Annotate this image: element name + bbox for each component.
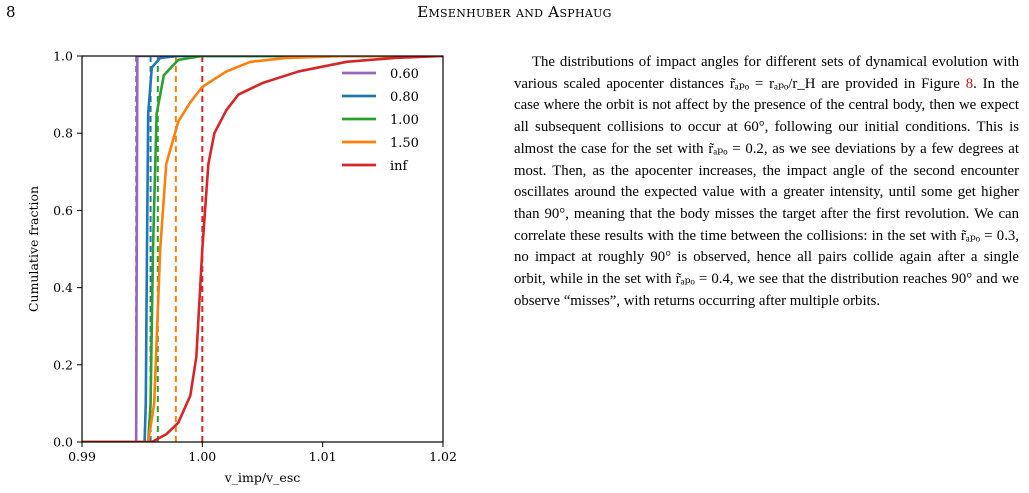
y-tick-label: 0.6 — [53, 203, 73, 218]
x-axis-label: v_imp/v_esc — [224, 470, 301, 485]
legend-label-inf: inf — [390, 159, 409, 174]
x-tick-label: 0.99 — [68, 449, 96, 464]
legend-label-0.60: 0.60 — [390, 67, 419, 82]
plot-frame — [81, 55, 444, 443]
page-number: 8 — [6, 3, 16, 21]
running-title: Emsenhuber and Asphaug — [417, 3, 612, 21]
paragraph-text-start: The distributions of impact angles for d… — [514, 54, 1019, 92]
y-tick-label: 0.8 — [53, 126, 73, 141]
legend-label-1.50: 1.50 — [390, 136, 419, 151]
y-tick-label: 1.0 — [53, 49, 73, 64]
y-tick-label: 0.0 — [53, 435, 73, 450]
paragraph-text-end: . In the case where the orbit is not aff… — [514, 75, 1019, 309]
y-tick-label: 0.2 — [53, 357, 73, 372]
series-line-0.60 — [82, 56, 443, 442]
cumulative-fraction-figure: 0.99 1.00 1.01 1.02 0.0 0.2 0.4 0.6 0.8 1.0 v_imp/… — [0, 30, 470, 486]
figure-reference-link[interactable]: 8 — [965, 75, 974, 92]
series-line-inf — [82, 56, 443, 442]
x-tick-label: 1.01 — [309, 449, 337, 464]
series-line-1.50 — [82, 56, 443, 442]
x-tick-label: 1.02 — [429, 449, 457, 464]
chart-svg: 0.99 1.00 1.01 1.02 0.0 0.2 0.4 0.6 0.8 1.0 v_imp/… — [26, 49, 457, 486]
series-line-0.80 — [82, 56, 443, 442]
legend-label-1.00: 1.00 — [390, 113, 419, 128]
legend-label-0.80: 0.80 — [390, 90, 419, 105]
y-axis-label: Cumulative fraction — [26, 186, 41, 312]
body-text: The distributions of impact angles for d… — [514, 52, 1019, 312]
x-tick-label: 1.00 — [188, 449, 216, 464]
paragraph: The distributions of impact angles for d… — [514, 52, 1019, 312]
y-tick-label: 0.4 — [53, 280, 73, 295]
